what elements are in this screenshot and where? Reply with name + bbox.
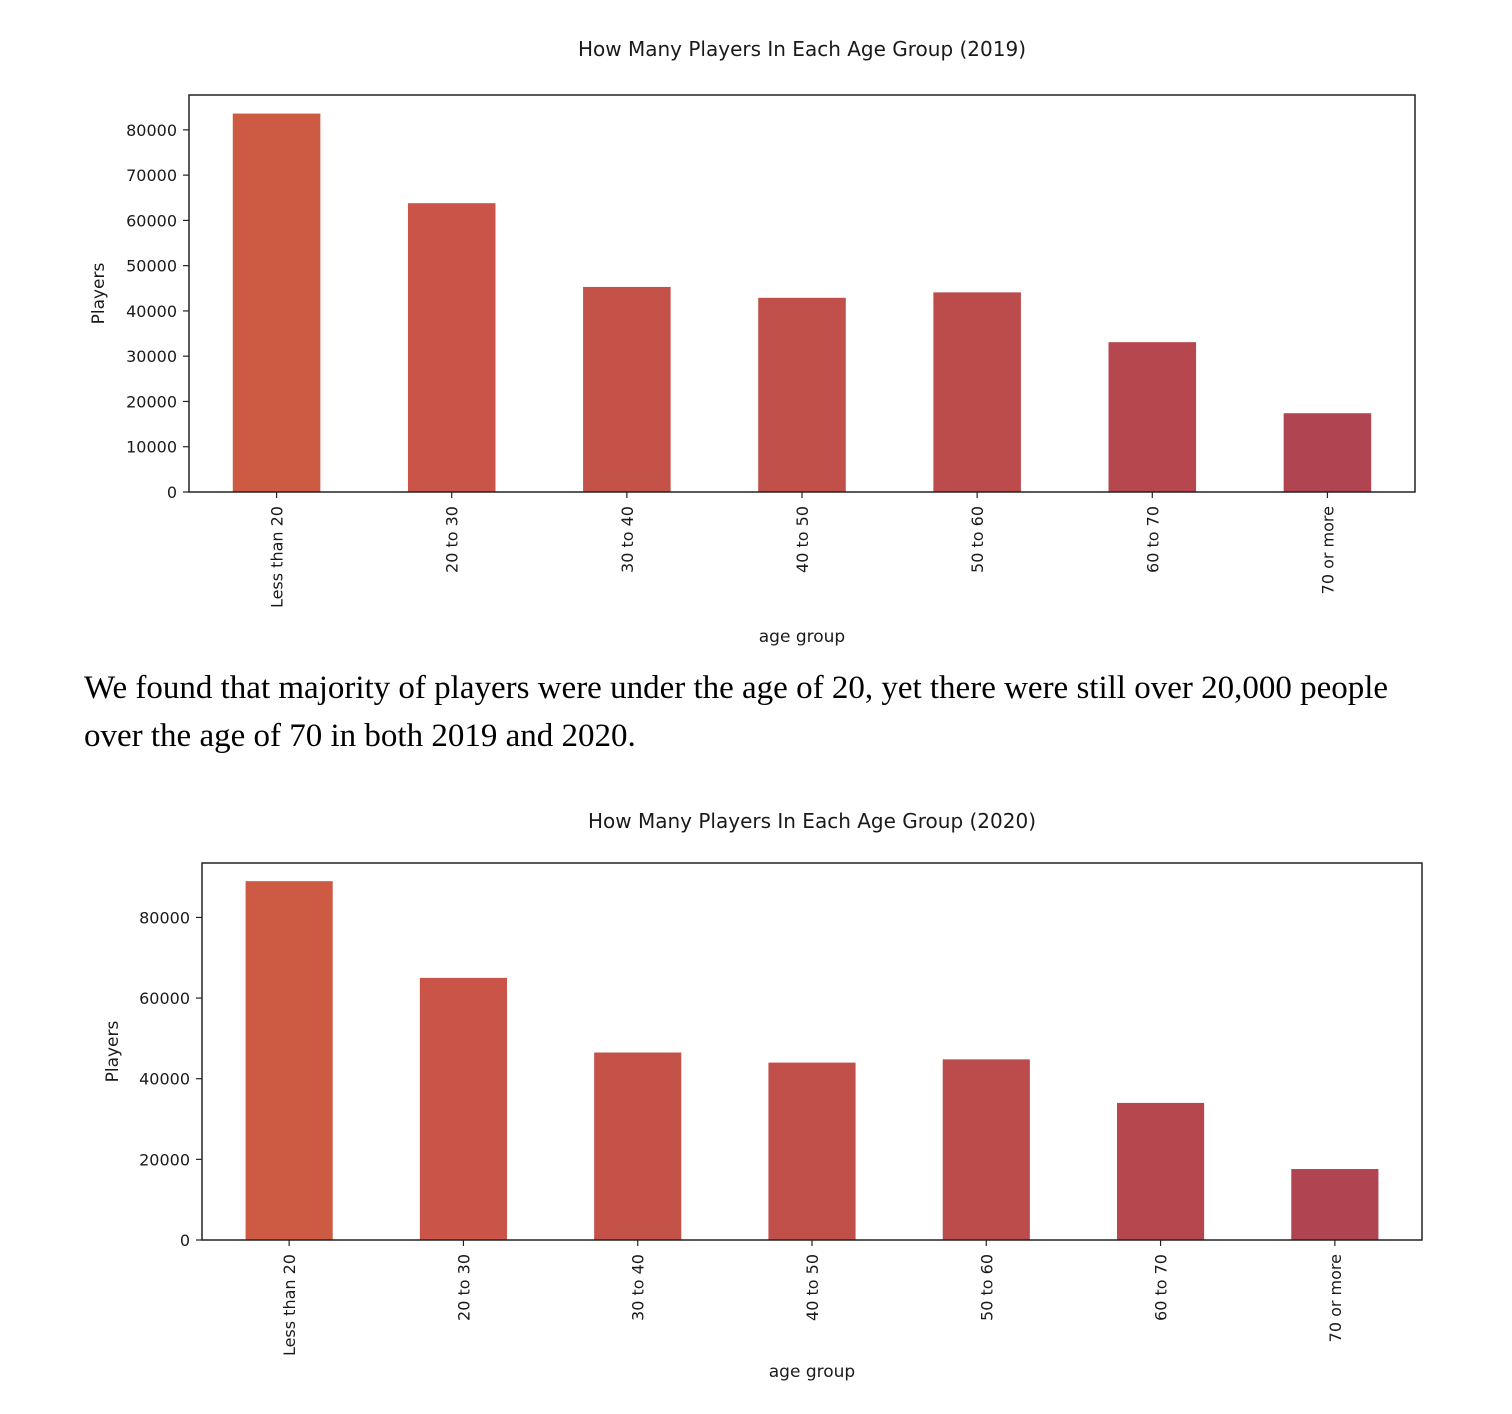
bar xyxy=(245,881,333,1240)
x-tick-label: 20 to 30 xyxy=(443,506,462,573)
y-tick-label: 0 xyxy=(167,483,177,502)
y-tick-label: 20000 xyxy=(139,1150,190,1169)
bar xyxy=(1283,413,1372,492)
y-tick-label: 60000 xyxy=(126,211,177,230)
x-tick-label: Less than 20 xyxy=(268,506,287,608)
bar xyxy=(933,292,1021,492)
x-tick-label: 20 to 30 xyxy=(454,1254,473,1321)
bar xyxy=(594,1052,682,1240)
x-tick-label: 70 or more xyxy=(1318,506,1337,594)
y-tick-label: 40000 xyxy=(126,302,177,321)
x-tick-label: 30 to 40 xyxy=(629,1254,648,1321)
bar-chart-2020: How Many Players In Each Age Group (2020… xyxy=(103,809,1423,1382)
bar xyxy=(942,1059,1030,1240)
x-tick-label: 60 to 70 xyxy=(1143,506,1162,573)
x-tick-label: 60 to 70 xyxy=(1152,1254,1171,1321)
bar xyxy=(768,1062,856,1240)
y-tick-label: 30000 xyxy=(126,347,177,366)
bar-chart-2019: How Many Players In Each Age Group (2019… xyxy=(89,37,1416,647)
x-tick-label: 50 to 60 xyxy=(977,1254,996,1321)
y-tick-label: 20000 xyxy=(126,392,177,411)
y-axis-label: Players xyxy=(89,262,109,324)
y-axis-label: Players xyxy=(103,1020,123,1082)
y-tick-label: 80000 xyxy=(139,908,190,927)
x-tick-label: 70 or more xyxy=(1326,1254,1345,1342)
x-tick-label: 50 to 60 xyxy=(968,506,987,573)
y-tick-label: 0 xyxy=(180,1231,190,1250)
x-tick-label: 40 to 50 xyxy=(803,1254,822,1321)
bar xyxy=(419,977,507,1240)
bar xyxy=(758,297,846,492)
y-tick-label: 10000 xyxy=(126,438,177,457)
y-tick-label: 40000 xyxy=(139,1070,190,1089)
x-tick-label: 30 to 40 xyxy=(618,506,637,573)
bar xyxy=(407,203,496,492)
bar xyxy=(583,286,671,492)
chart-title: How Many Players In Each Age Group (2019… xyxy=(578,37,1026,61)
y-tick-label: 80000 xyxy=(126,121,177,140)
bar xyxy=(1108,342,1197,492)
chart-title: How Many Players In Each Age Group (2020… xyxy=(588,809,1036,833)
caption-paragraph: We found that majority of players were u… xyxy=(84,670,1389,754)
bar xyxy=(232,113,321,492)
bar xyxy=(1291,1169,1379,1240)
x-axis-label: age group xyxy=(769,1362,855,1382)
x-tick-label: Less than 20 xyxy=(280,1254,299,1356)
x-axis-label: age group xyxy=(759,627,845,647)
x-tick-label: 40 to 50 xyxy=(793,506,812,573)
y-tick-label: 50000 xyxy=(126,257,177,276)
y-tick-label: 60000 xyxy=(139,989,190,1008)
bar xyxy=(1117,1102,1205,1240)
y-tick-label: 70000 xyxy=(126,166,177,185)
